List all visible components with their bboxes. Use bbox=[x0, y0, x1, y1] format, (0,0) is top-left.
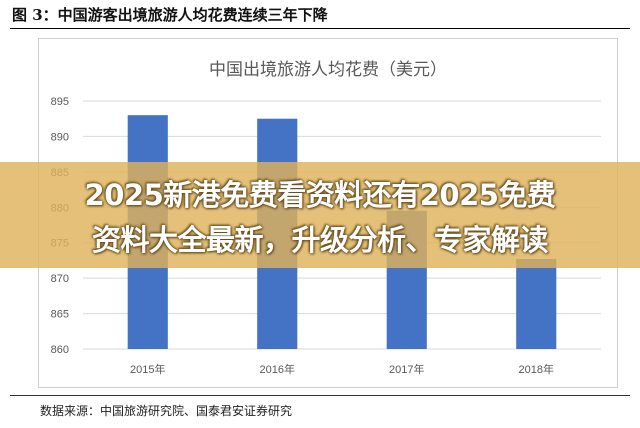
y-tick-label-890: 890 bbox=[51, 131, 69, 143]
x-tick-label-2015年: 2015年 bbox=[130, 362, 165, 376]
y-tick-label-865: 865 bbox=[51, 309, 69, 321]
bar-2018年 bbox=[516, 259, 557, 349]
chart-title: 中国出境旅游人均花费（美元） bbox=[209, 60, 447, 79]
title-rule bbox=[10, 28, 630, 29]
x-tick-label-2018年: 2018年 bbox=[519, 362, 554, 376]
x-axis-ticks: 2015年 2016年 2017年 2018年 bbox=[130, 362, 554, 376]
source-note: 数据来源：中国旅游研究院、国泰君安证券研究 bbox=[40, 404, 293, 418]
y-tick-label-860: 860 bbox=[51, 344, 69, 356]
x-tick-label-2017年: 2017年 bbox=[389, 362, 424, 376]
x-tick-label-2016年: 2016年 bbox=[260, 362, 295, 376]
source-rule bbox=[10, 395, 630, 396]
overlay-banner: 2025新港免费看资料还有2025免费 资料大全最新，升级分析、专家解读 bbox=[0, 162, 640, 268]
figure-title: 图 3：中国游客出境旅游人均花费连续三年下降 bbox=[12, 6, 328, 24]
overlay-text-line-1: 2025新港免费看资料还有2025免费 bbox=[84, 178, 556, 212]
y-tick-label-870: 870 bbox=[51, 273, 69, 285]
overlay-text-line-2: 资料大全最新，升级分析、专家解读 bbox=[91, 223, 549, 257]
y-tick-label-895: 895 bbox=[51, 96, 69, 108]
